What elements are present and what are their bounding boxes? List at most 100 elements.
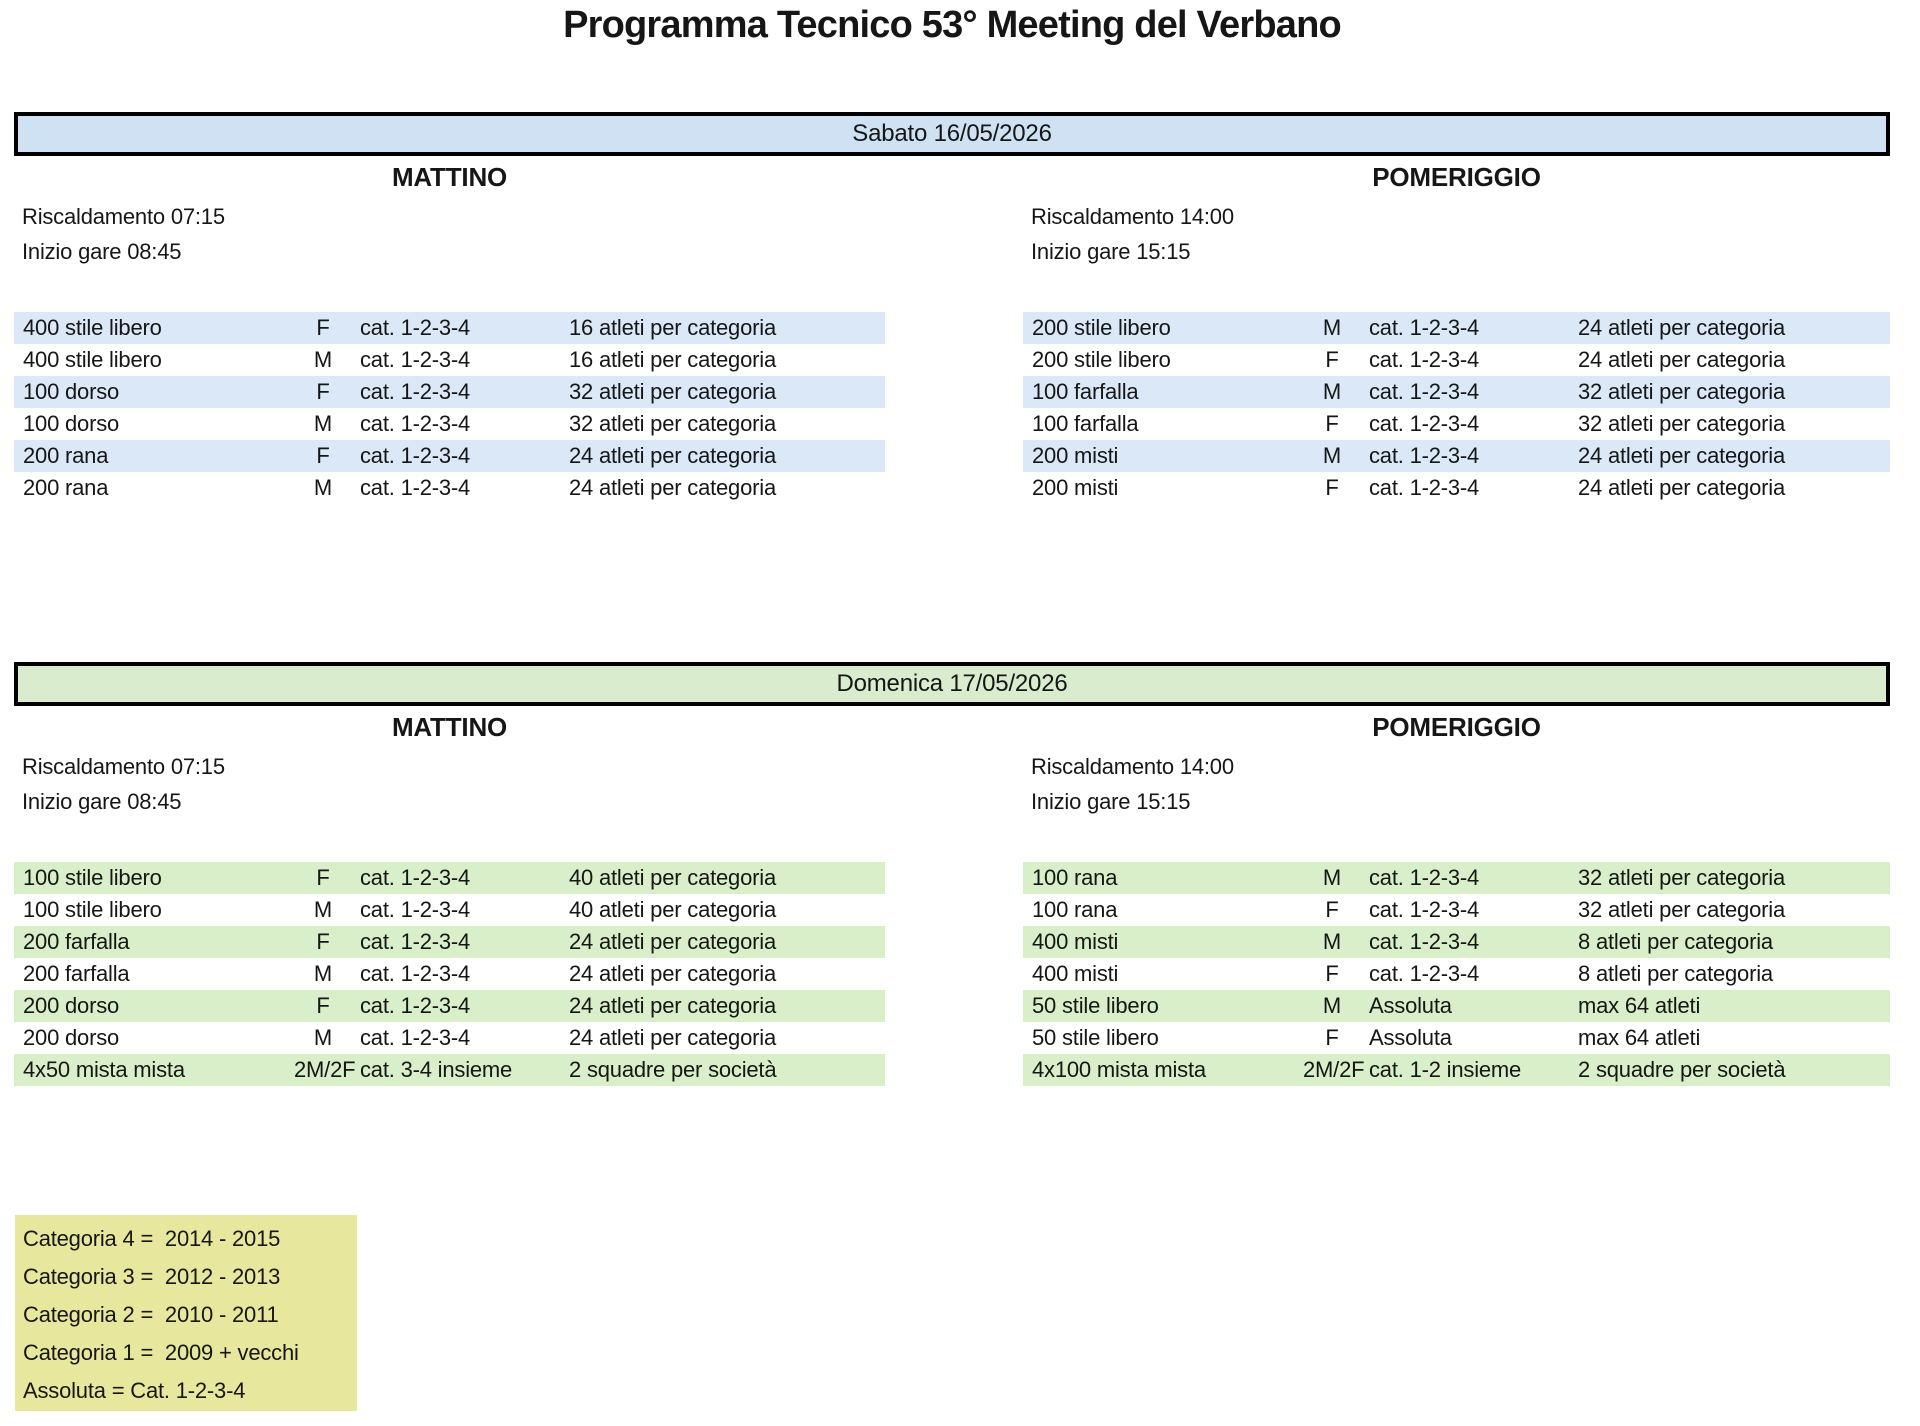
event-name: 200 rana bbox=[23, 475, 109, 500]
event-name: 400 misti bbox=[1032, 961, 1119, 986]
page-title: Programma Tecnico 53° Meeting del Verban… bbox=[563, 4, 1342, 46]
event-gender: M bbox=[313, 961, 333, 986]
event-name: 100 dorso bbox=[23, 379, 120, 404]
session-title: MATTINO bbox=[391, 162, 508, 192]
session-sabato-mattino: MATTINO Riscaldamento 07:15 Inizio gare … bbox=[14, 112, 885, 552]
race-start-time: Inizio gare 08:45 bbox=[22, 239, 182, 264]
event-category: cat. 1-2-3-4 bbox=[1369, 443, 1480, 468]
event-gender: F bbox=[1325, 475, 1339, 500]
event-entry-limit: 24 atleti per categoria bbox=[569, 993, 776, 1018]
event-name: 400 misti bbox=[1032, 929, 1119, 954]
event-name: 100 rana bbox=[1032, 865, 1118, 890]
event-name: 200 stile libero bbox=[1032, 347, 1171, 372]
session-title: MATTINO bbox=[391, 712, 508, 742]
event-category: cat. 3-4 insieme bbox=[360, 1057, 513, 1082]
event-category: Assoluta bbox=[1369, 993, 1452, 1018]
event-gender: F bbox=[1325, 347, 1339, 372]
event-category: cat. 1-2-3-4 bbox=[360, 411, 471, 436]
legend-line: Categoria 1 = 2009 + vecchi bbox=[23, 1340, 299, 1365]
event-name: 100 farfalla bbox=[1032, 411, 1139, 436]
event-name: 400 stile libero bbox=[23, 315, 162, 340]
event-category: cat. 1-2-3-4 bbox=[360, 347, 471, 372]
event-entry-limit: 32 atleti per categoria bbox=[1578, 865, 1785, 890]
day-date-label: Sabato 16/05/2026 bbox=[852, 120, 1052, 147]
event-gender: M bbox=[313, 475, 333, 500]
session-title: POMERIGGIO bbox=[1372, 162, 1541, 192]
event-entry-limit: 24 atleti per categoria bbox=[1578, 443, 1785, 468]
day-header-bar: Sabato 16/05/2026 bbox=[14, 112, 1890, 156]
day-section-sabato: Sabato 16/05/2026 MATTINO Riscaldamento … bbox=[14, 112, 1890, 500]
event-name: 100 farfalla bbox=[1032, 379, 1139, 404]
legend-line: Assoluta = Cat. 1-2-3-4 bbox=[23, 1378, 246, 1403]
event-category: cat. 1-2-3-4 bbox=[360, 379, 471, 404]
legend-line: Categoria 2 = 2010 - 2011 bbox=[23, 1302, 279, 1327]
event-name: 200 stile libero bbox=[1032, 315, 1171, 340]
event-name: 100 dorso bbox=[23, 411, 120, 436]
event-gender: M bbox=[313, 411, 333, 436]
event-gender: 2M/2F bbox=[294, 1057, 356, 1082]
event-name: 100 stile libero bbox=[23, 897, 162, 922]
event-gender: F bbox=[1325, 961, 1339, 986]
event-category: Assoluta bbox=[1369, 1025, 1452, 1050]
day-header-bar: Domenica 17/05/2026 bbox=[14, 662, 1890, 706]
event-gender: F bbox=[1325, 897, 1339, 922]
event-category: cat. 1-2-3-4 bbox=[1369, 379, 1480, 404]
event-entry-limit: 8 atleti per categoria bbox=[1578, 929, 1773, 954]
event-gender: 2M/2F bbox=[1303, 1057, 1365, 1082]
event-gender: F bbox=[316, 379, 330, 404]
race-start-time: Inizio gare 15:15 bbox=[1031, 239, 1191, 264]
event-entry-limit: 16 atleti per categoria bbox=[569, 315, 776, 340]
event-category: cat. 1-2-3-4 bbox=[1369, 475, 1480, 500]
warmup-time: Riscaldamento 07:15 bbox=[22, 754, 225, 779]
event-entry-limit: 24 atleti per categoria bbox=[569, 443, 776, 468]
event-entry-limit: 24 atleti per categoria bbox=[1578, 347, 1785, 372]
event-category: cat. 1-2-3-4 bbox=[1369, 347, 1480, 372]
event-gender: M bbox=[313, 347, 333, 372]
event-entry-limit: 24 atleti per categoria bbox=[1578, 475, 1785, 500]
event-gender: F bbox=[316, 993, 330, 1018]
day-section-domenica: Domenica 17/05/2026 MATTINO Riscaldament… bbox=[14, 662, 1890, 1086]
event-category: cat. 1-2-3-4 bbox=[360, 475, 471, 500]
event-entry-limit: 2 squadre per società bbox=[569, 1057, 777, 1082]
event-entry-limit: 24 atleti per categoria bbox=[569, 1025, 776, 1050]
event-gender: F bbox=[316, 315, 330, 340]
event-category: cat. 1-2-3-4 bbox=[360, 315, 471, 340]
event-category: cat. 1-2-3-4 bbox=[1369, 865, 1480, 890]
event-name: 200 farfalla bbox=[23, 961, 130, 986]
event-category: cat. 1-2-3-4 bbox=[360, 1025, 471, 1050]
event-name: 200 farfalla bbox=[23, 929, 130, 954]
race-start-time: Inizio gare 08:45 bbox=[22, 789, 182, 814]
event-gender: M bbox=[313, 897, 333, 922]
event-row: 50 stile libero F Assoluta max 64 atleti bbox=[1023, 1022, 1890, 1054]
event-gender: M bbox=[1322, 993, 1342, 1018]
event-name: 4x50 mista mista bbox=[23, 1057, 185, 1082]
event-row: 4x100 mista mista 2M/2F cat. 1-2 insieme 2 … bbox=[1023, 1054, 1890, 1086]
event-category: cat. 1-2-3-4 bbox=[360, 993, 471, 1018]
event-gender: M bbox=[1322, 865, 1342, 890]
event-entry-limit: 32 atleti per categoria bbox=[569, 379, 776, 404]
legend-box: Categoria 4 = 2014 - 2015 Categoria 3 = … bbox=[15, 1215, 357, 1411]
day-date-label: Domenica 17/05/2026 bbox=[836, 670, 1068, 697]
event-entry-limit: max 64 atleti bbox=[1578, 1025, 1701, 1050]
event-entry-limit: 24 atleti per categoria bbox=[569, 929, 776, 954]
event-entry-limit: 2 squadre per società bbox=[1578, 1057, 1786, 1082]
event-entry-limit: 32 atleti per categoria bbox=[1578, 411, 1785, 436]
event-gender: M bbox=[1322, 379, 1342, 404]
event-category: cat. 1-2-3-4 bbox=[1369, 411, 1480, 436]
